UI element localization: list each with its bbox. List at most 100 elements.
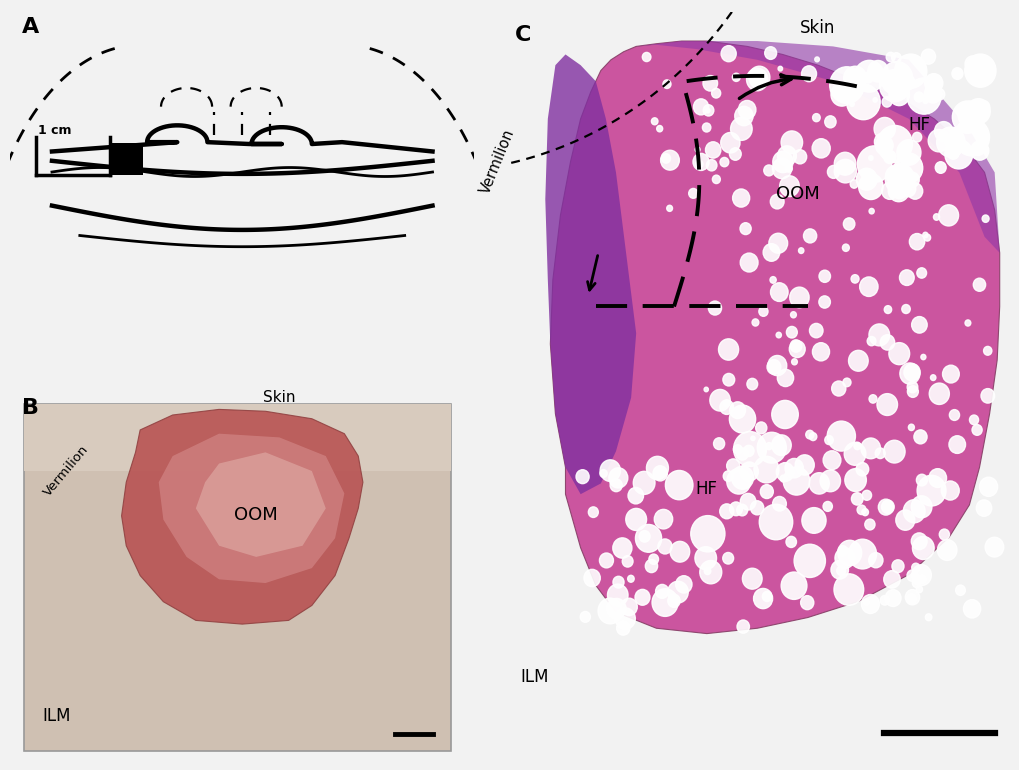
Circle shape (964, 320, 970, 326)
Circle shape (768, 233, 787, 253)
Circle shape (932, 214, 938, 220)
Circle shape (970, 141, 987, 160)
Circle shape (736, 504, 747, 516)
Circle shape (805, 430, 813, 439)
Circle shape (916, 475, 945, 506)
Circle shape (913, 430, 926, 444)
Bar (110, 143, 144, 175)
Circle shape (905, 590, 919, 605)
Circle shape (794, 544, 824, 578)
Circle shape (844, 469, 865, 491)
Circle shape (626, 508, 646, 531)
Circle shape (873, 117, 895, 140)
Circle shape (957, 101, 982, 128)
Circle shape (907, 386, 917, 397)
Circle shape (911, 316, 926, 333)
Circle shape (868, 156, 872, 160)
Circle shape (719, 400, 733, 414)
Circle shape (888, 179, 908, 202)
Circle shape (978, 477, 997, 497)
Circle shape (836, 566, 845, 575)
Circle shape (895, 510, 914, 531)
Circle shape (646, 457, 667, 480)
Circle shape (702, 105, 713, 116)
Circle shape (868, 395, 876, 403)
Circle shape (748, 66, 769, 89)
Circle shape (801, 65, 816, 82)
Circle shape (761, 591, 771, 601)
Circle shape (763, 165, 773, 176)
Circle shape (645, 560, 657, 573)
Circle shape (924, 614, 931, 621)
Circle shape (879, 595, 889, 605)
Circle shape (777, 66, 782, 71)
Circle shape (859, 277, 877, 296)
Circle shape (843, 218, 854, 230)
Circle shape (868, 324, 889, 346)
Circle shape (653, 510, 673, 529)
Circle shape (657, 539, 672, 554)
Circle shape (711, 89, 720, 98)
Circle shape (667, 594, 680, 608)
Circle shape (861, 594, 878, 614)
Circle shape (743, 445, 753, 457)
Circle shape (837, 541, 861, 565)
Circle shape (903, 142, 907, 147)
Circle shape (669, 541, 689, 562)
Circle shape (765, 443, 771, 450)
Circle shape (929, 79, 938, 87)
Circle shape (835, 547, 854, 568)
Circle shape (635, 589, 649, 605)
Circle shape (928, 383, 949, 404)
Circle shape (607, 584, 628, 606)
Circle shape (790, 340, 801, 352)
Circle shape (923, 234, 929, 241)
Circle shape (828, 67, 863, 103)
Circle shape (597, 598, 622, 624)
Circle shape (769, 276, 775, 283)
Circle shape (891, 181, 907, 199)
Circle shape (660, 150, 679, 170)
Circle shape (703, 567, 710, 574)
Circle shape (822, 450, 840, 470)
Circle shape (737, 620, 749, 633)
Circle shape (834, 159, 856, 183)
Circle shape (860, 438, 879, 459)
Circle shape (731, 466, 753, 489)
Circle shape (843, 66, 866, 91)
Circle shape (824, 116, 836, 128)
Circle shape (906, 594, 915, 604)
Circle shape (880, 500, 894, 514)
Circle shape (883, 306, 891, 313)
Circle shape (834, 574, 863, 605)
Circle shape (690, 516, 725, 552)
Circle shape (786, 326, 797, 338)
Circle shape (928, 469, 946, 487)
Circle shape (830, 381, 845, 396)
Circle shape (790, 312, 796, 318)
Circle shape (779, 176, 799, 196)
Circle shape (750, 436, 754, 440)
Circle shape (702, 75, 717, 91)
Circle shape (923, 85, 941, 103)
Circle shape (894, 54, 926, 89)
Text: Skin: Skin (800, 19, 835, 37)
Circle shape (776, 370, 793, 387)
Polygon shape (545, 55, 636, 494)
Circle shape (746, 378, 757, 390)
Circle shape (781, 572, 806, 599)
Circle shape (910, 496, 931, 517)
Circle shape (758, 504, 792, 540)
Circle shape (800, 596, 813, 610)
Circle shape (851, 493, 862, 505)
Circle shape (935, 127, 964, 157)
Circle shape (964, 56, 979, 72)
Circle shape (873, 133, 890, 150)
Circle shape (850, 275, 858, 283)
Circle shape (809, 323, 822, 338)
Polygon shape (121, 410, 363, 624)
Circle shape (739, 223, 750, 235)
Circle shape (713, 438, 723, 450)
Circle shape (733, 431, 765, 467)
Circle shape (616, 621, 630, 635)
